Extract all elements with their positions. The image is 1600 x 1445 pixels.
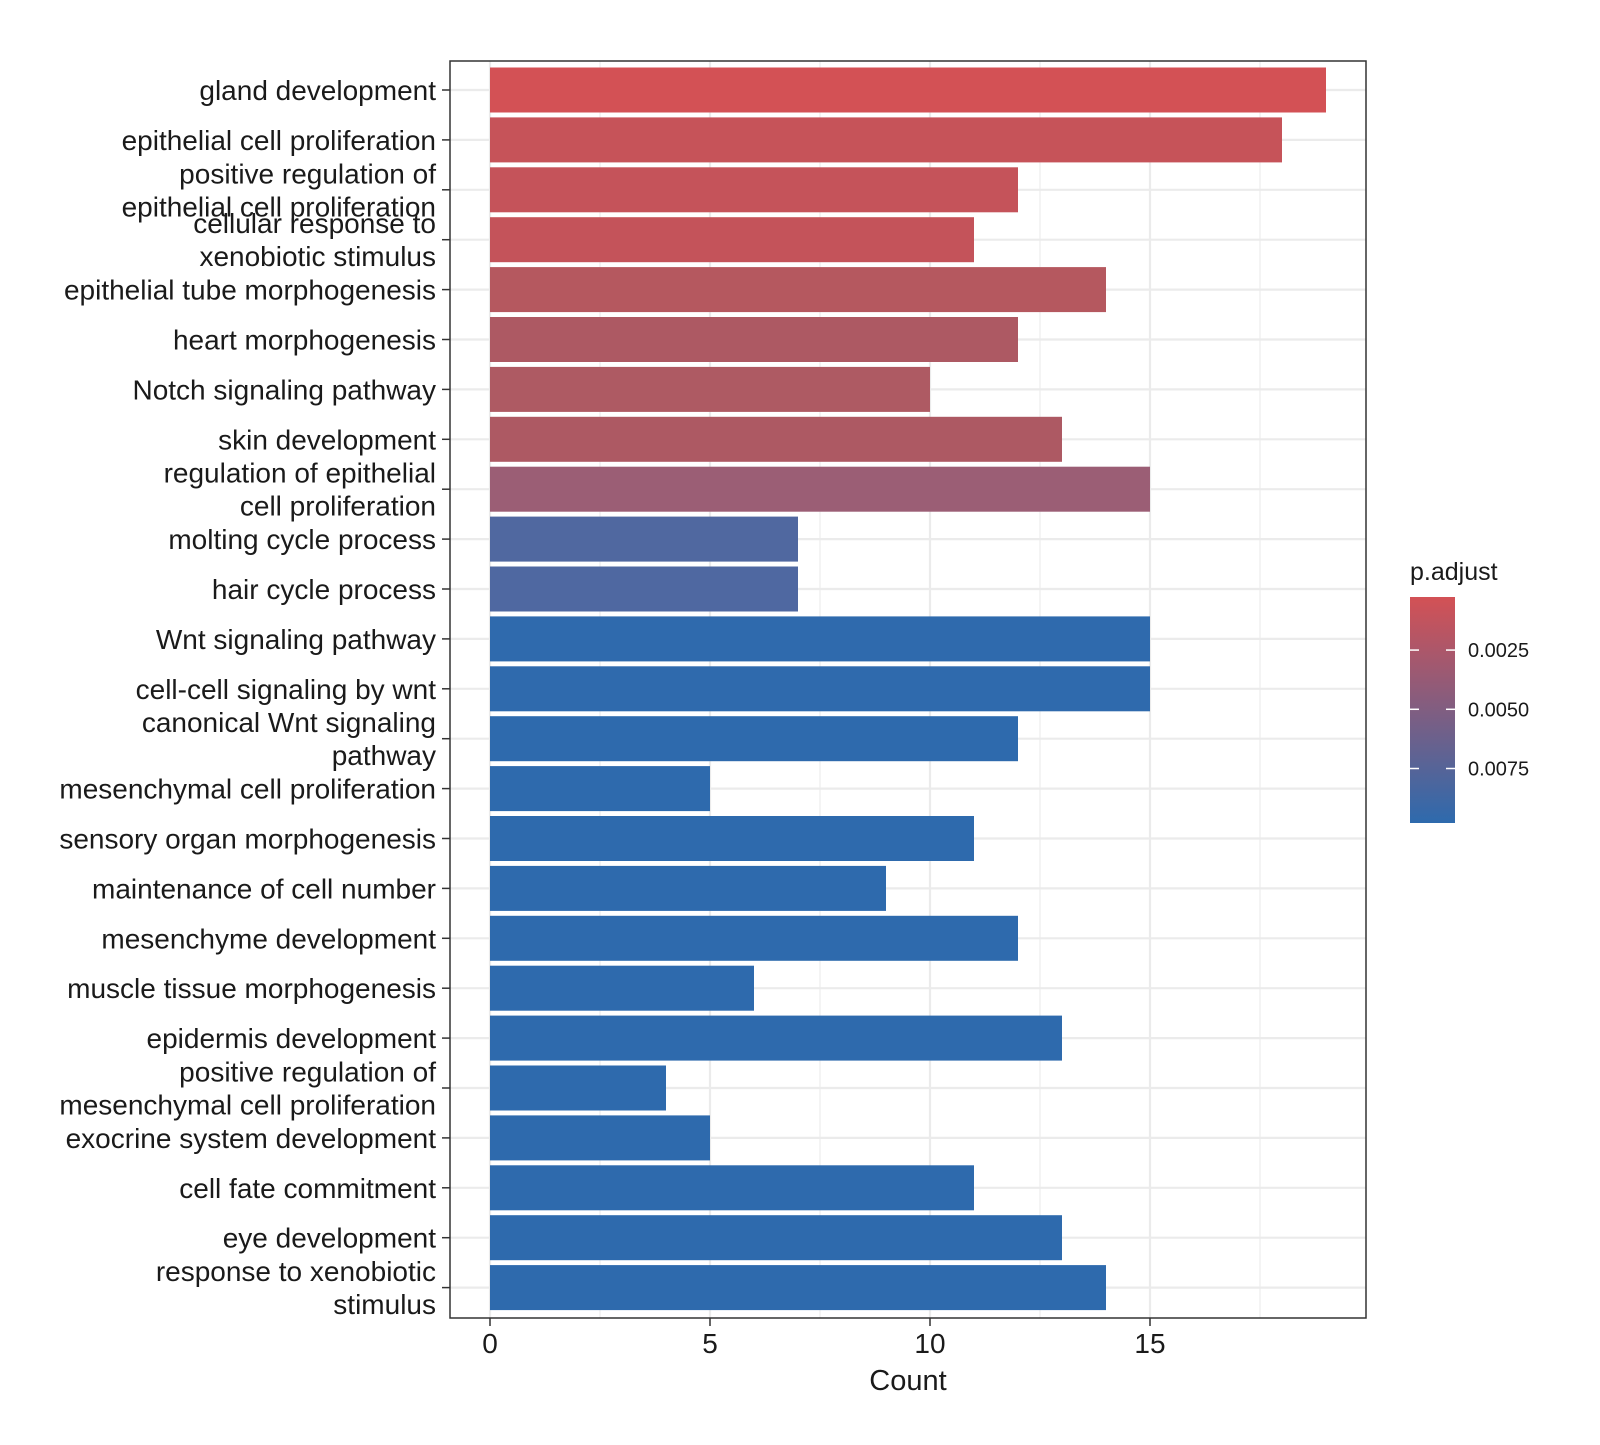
legend-tick-label: 0.0050 bbox=[1468, 699, 1529, 721]
legend-tick-label: 0.0025 bbox=[1468, 640, 1529, 662]
category-label: Notch signaling pathway bbox=[132, 374, 436, 405]
category-label: hair cycle process bbox=[212, 574, 436, 605]
x-tick-label: 0 bbox=[482, 1328, 498, 1359]
y-axis: gland development epithelial cell prolife… bbox=[59, 75, 450, 1320]
bar bbox=[490, 666, 1150, 712]
category-label: response to xenobiotic stimulus bbox=[156, 1256, 436, 1320]
bar bbox=[490, 965, 754, 1011]
x-axis: 0 5 10 15 bbox=[482, 1318, 1166, 1359]
x-tick-label: 15 bbox=[1134, 1328, 1165, 1359]
category-label: mesenchyme development bbox=[101, 923, 436, 954]
category-label: positive regulation of mesenchymal cell p… bbox=[59, 1057, 436, 1121]
category-label: mesenchymal cell proliferation bbox=[59, 774, 436, 805]
category-label: molting cycle process bbox=[168, 524, 436, 555]
category-label: regulation of epithelial cell proliferati… bbox=[164, 458, 436, 522]
category-label: eye development bbox=[223, 1223, 436, 1254]
legend: p.adjust 0.0025 0.0050 0.0075 bbox=[1410, 558, 1529, 823]
bar bbox=[490, 67, 1326, 113]
bar bbox=[490, 167, 1018, 213]
category-label: cell-cell signaling by wnt bbox=[136, 674, 437, 705]
category-label: skin development bbox=[218, 424, 436, 455]
bar bbox=[490, 416, 1062, 462]
bar bbox=[490, 466, 1150, 512]
bar bbox=[490, 915, 1018, 961]
x-axis-title: Count bbox=[869, 1365, 946, 1397]
bar bbox=[490, 267, 1106, 313]
x-tick-label: 5 bbox=[702, 1328, 718, 1359]
category-label: cell fate commitment bbox=[179, 1173, 436, 1204]
bar bbox=[490, 516, 798, 562]
bar bbox=[490, 1065, 666, 1111]
category-label: canonical Wnt signaling pathway bbox=[142, 707, 436, 771]
bar bbox=[490, 217, 974, 263]
bars bbox=[490, 67, 1326, 1311]
category-label: exocrine system development bbox=[66, 1123, 437, 1154]
category-label: epidermis development bbox=[147, 1023, 437, 1054]
bar bbox=[490, 1115, 710, 1161]
bar bbox=[490, 317, 1018, 362]
bar bbox=[490, 366, 930, 412]
category-label: heart morphogenesis bbox=[173, 325, 436, 356]
category-label: Wnt signaling pathway bbox=[156, 624, 436, 655]
bar bbox=[490, 1215, 1062, 1261]
bar bbox=[490, 1165, 974, 1211]
bar bbox=[490, 566, 798, 612]
category-label: epithelial tube morphogenesis bbox=[64, 275, 436, 306]
category-label: maintenance of cell number bbox=[92, 873, 436, 904]
category-label: gland development bbox=[199, 75, 436, 106]
bar bbox=[490, 865, 886, 911]
legend-title: p.adjust bbox=[1410, 558, 1498, 586]
bar bbox=[490, 766, 710, 812]
legend-tick-label: 0.0075 bbox=[1468, 759, 1529, 781]
category-label: epithelial cell proliferation bbox=[122, 125, 436, 156]
bar bbox=[490, 716, 1018, 762]
legend-ticks: 0.0025 0.0050 0.0075 bbox=[1410, 640, 1529, 781]
category-label: positive regulation of epithelial cell pr… bbox=[122, 158, 437, 222]
category-label: muscle tissue morphogenesis bbox=[67, 973, 436, 1004]
bar bbox=[490, 1015, 1062, 1061]
bar bbox=[490, 117, 1282, 163]
x-tick-label: 10 bbox=[914, 1328, 945, 1359]
bar bbox=[490, 1265, 1106, 1311]
bar bbox=[490, 816, 974, 861]
category-label: cellular response to xenobiotic stimulus bbox=[193, 208, 436, 272]
category-label: sensory organ morphogenesis bbox=[59, 824, 436, 855]
bar bbox=[490, 616, 1150, 662]
